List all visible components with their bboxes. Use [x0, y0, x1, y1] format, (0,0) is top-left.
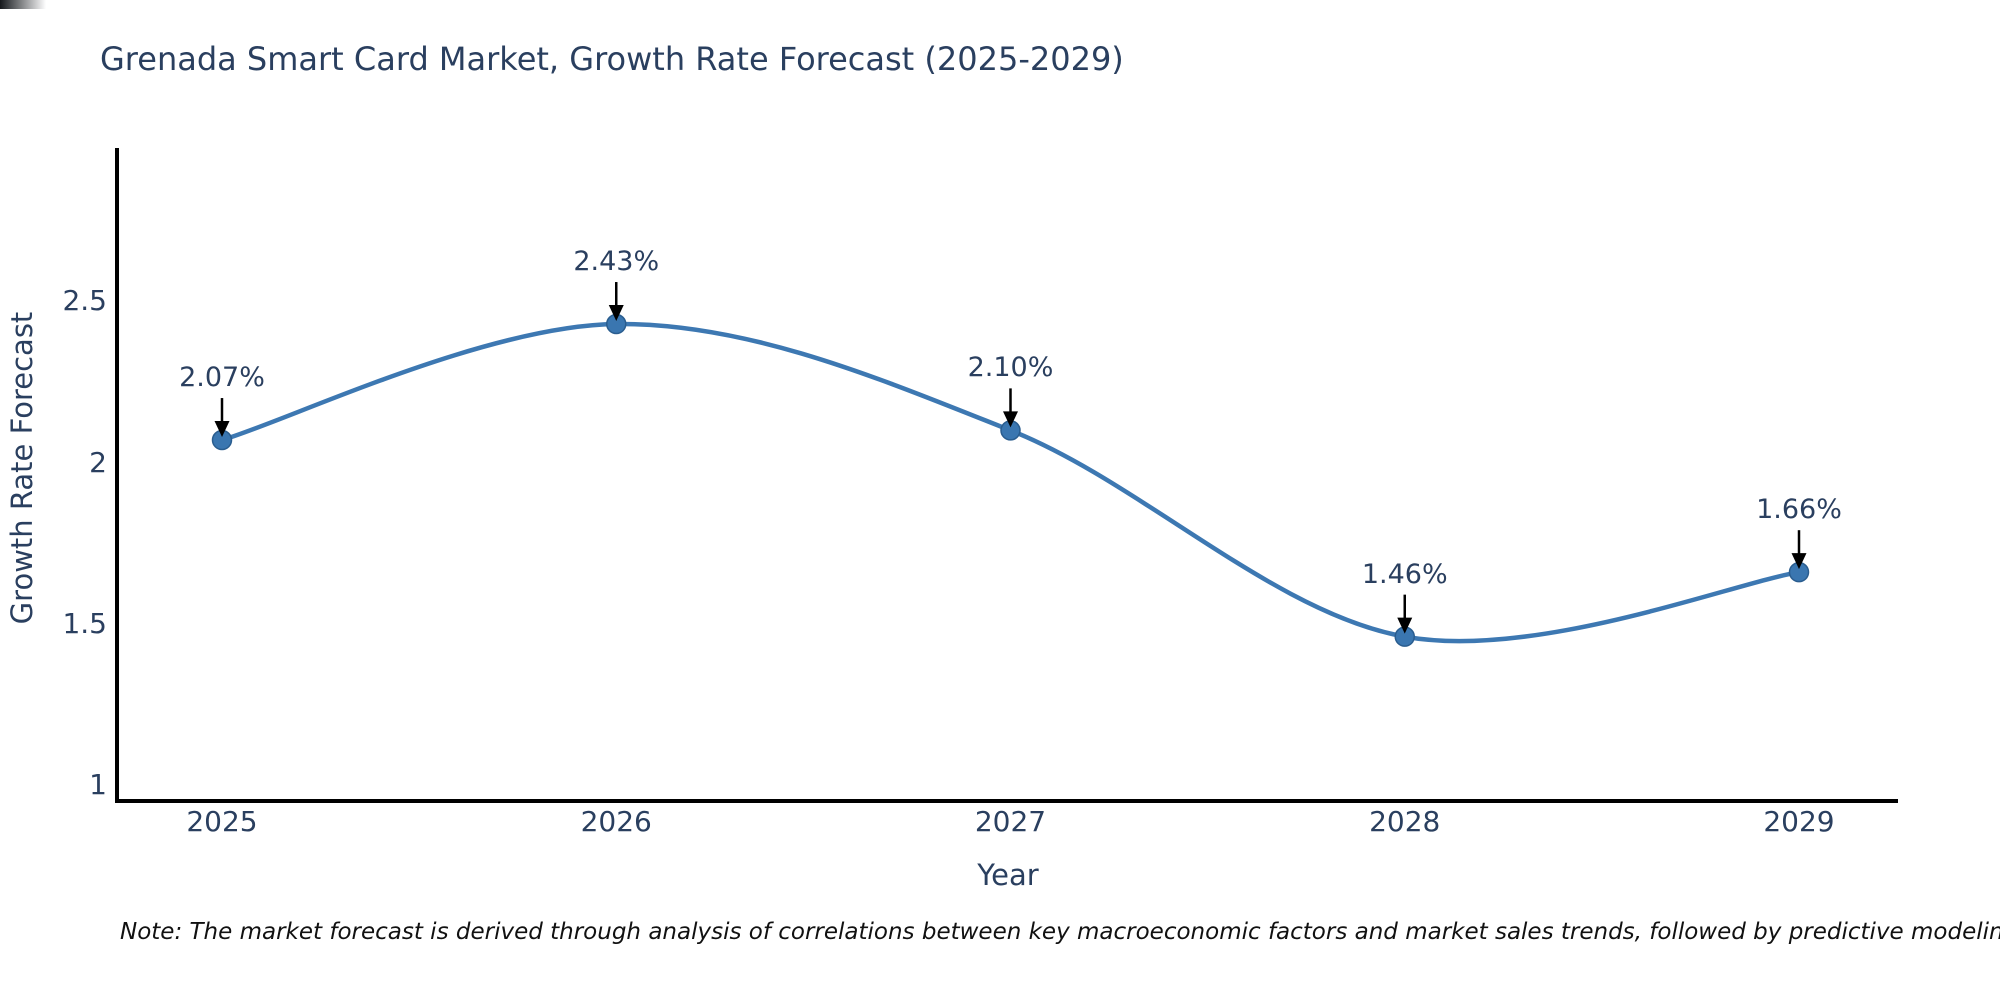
chart-note: Note: The market forecast is derived thr…: [120, 919, 2000, 945]
x-tick-label: 2027: [974, 805, 1047, 838]
annotation-arrow-head: [1791, 553, 1807, 570]
point-annotation: 2.07%: [179, 362, 265, 394]
point-annotation: 1.46%: [1361, 558, 1448, 590]
annotation-arrow-head: [608, 305, 624, 322]
x-tick-label: 2025: [186, 805, 258, 838]
annotation-arrow-head: [214, 421, 230, 438]
corner-artifact: [0, 0, 46, 9]
y-tick-label: 1.5: [62, 606, 107, 640]
point-annotation: 2.10%: [967, 352, 1054, 384]
y-axis-title: Growth Rate Forecast: [5, 311, 39, 625]
chart-title: Grenada Smart Card Market, Growth Rate F…: [100, 40, 1124, 78]
point-annotation: 1.66%: [1756, 494, 1842, 526]
x-tick-label: 2029: [1763, 805, 1835, 838]
y-tick-label: 2: [89, 445, 107, 479]
point-annotation: 2.43%: [573, 246, 660, 278]
y-tick-label: 1: [89, 767, 107, 801]
annotation-arrow-head: [1397, 617, 1413, 634]
x-tick-label: 2026: [580, 805, 652, 838]
x-tick-label: 2028: [1369, 805, 1441, 838]
x-axis-title: Year: [977, 858, 1039, 892]
annotation-arrow-head: [1003, 411, 1018, 428]
y-tick-label: 2.5: [62, 284, 107, 318]
